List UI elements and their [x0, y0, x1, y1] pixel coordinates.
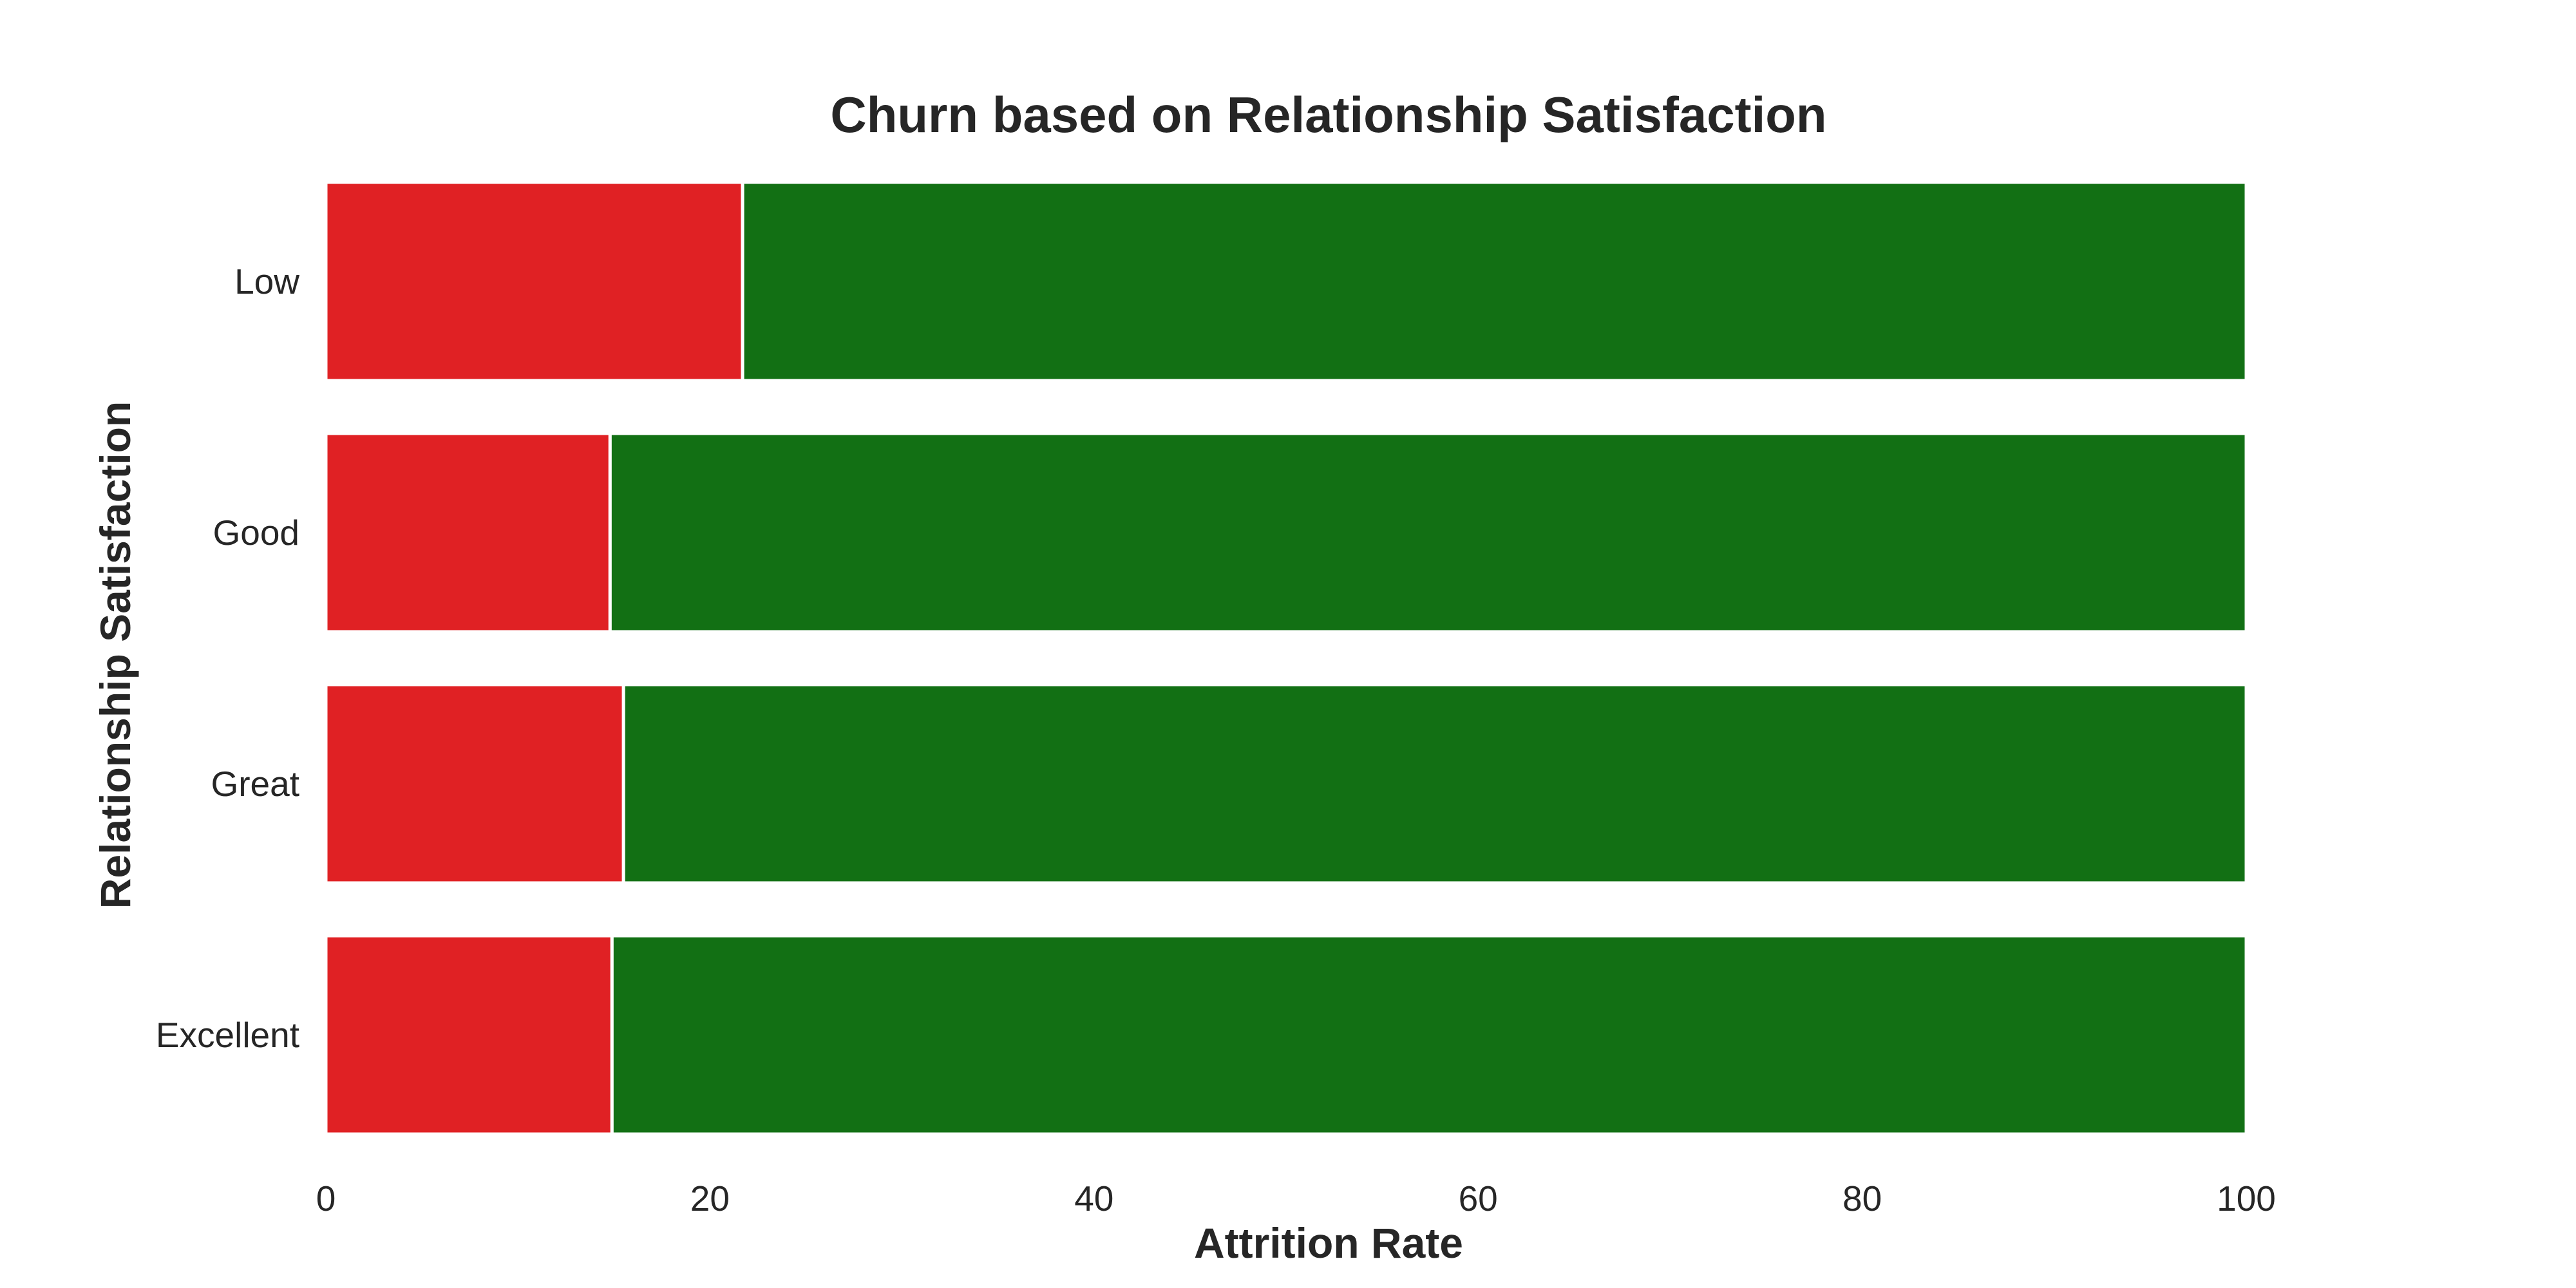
bar-segment-excellent-2	[610, 934, 2248, 1136]
x-tick-label-80: 80	[1842, 1179, 1882, 1218]
y-tick-label-great: Great	[211, 764, 299, 804]
y-axis-label: Relationship Satisfaction	[91, 401, 139, 909]
x-tick-label-100: 100	[2217, 1179, 2276, 1218]
x-tick-label-40: 40	[1074, 1179, 1113, 1218]
y-tick-label-low: Low	[234, 261, 299, 301]
bar-segment-good-2	[608, 431, 2248, 634]
x-tick-label-20: 20	[690, 1179, 730, 1218]
x-tick-label-0: 0	[316, 1179, 336, 1218]
bar-segment-low-2	[741, 180, 2248, 383]
x-tick-labels: 0 20 40 60 80 100	[316, 1179, 2276, 1218]
x-tick-label-60: 60	[1459, 1179, 1498, 1218]
bar-segment-good-1	[324, 431, 612, 634]
y-tick-label-good: Good	[213, 513, 299, 553]
x-axis-label: Attrition Rate	[1194, 1219, 1463, 1267]
chart-title: Churn based on Relationship Satisfaction	[830, 86, 1826, 143]
bar-segment-low-1	[324, 180, 744, 383]
bars-group	[324, 180, 2248, 1136]
y-tick-labels: Low Good Great Excellent	[156, 261, 299, 1055]
bar-segment-excellent-1	[324, 934, 614, 1136]
bar-segment-great-2	[621, 683, 2248, 885]
y-tick-label-excellent: Excellent	[156, 1015, 299, 1055]
bar-segment-great-1	[324, 683, 625, 885]
